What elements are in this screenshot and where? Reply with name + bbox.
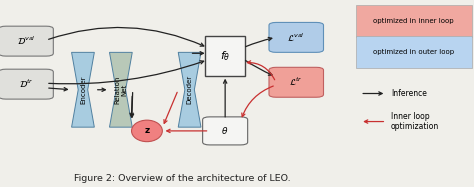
Ellipse shape (131, 120, 162, 142)
FancyBboxPatch shape (205, 36, 246, 76)
Text: optimized in outer loop: optimized in outer loop (373, 49, 454, 55)
Text: $\mathbf{z}$: $\mathbf{z}$ (144, 126, 150, 135)
FancyBboxPatch shape (0, 69, 53, 99)
Text: $\mathcal{L}^{tr}$: $\mathcal{L}^{tr}$ (289, 76, 303, 88)
Polygon shape (109, 52, 132, 127)
Text: Figure 2: Overview of the architecture of LEO.: Figure 2: Overview of the architecture o… (74, 174, 291, 183)
Polygon shape (178, 52, 201, 127)
Polygon shape (72, 52, 94, 127)
Text: $f_\theta$: $f_\theta$ (220, 49, 230, 63)
Text: Relation
Net: Relation Net (115, 76, 127, 104)
Text: Inner loop
optimization: Inner loop optimization (391, 112, 439, 131)
FancyBboxPatch shape (269, 22, 323, 52)
FancyBboxPatch shape (202, 117, 247, 145)
Text: Encoder: Encoder (80, 76, 86, 104)
FancyBboxPatch shape (269, 67, 323, 97)
Text: $\mathcal{D}^{tr}$: $\mathcal{D}^{tr}$ (18, 78, 34, 90)
Text: Inference: Inference (391, 89, 427, 98)
Text: $\mathcal{L}^{val}$: $\mathcal{L}^{val}$ (287, 31, 305, 44)
Text: $\theta$: $\theta$ (221, 125, 229, 136)
FancyBboxPatch shape (0, 26, 53, 56)
FancyBboxPatch shape (356, 5, 472, 37)
FancyBboxPatch shape (356, 36, 472, 68)
Text: optimized in inner loop: optimized in inner loop (373, 18, 454, 24)
Text: $\mathcal{D}^{val}$: $\mathcal{D}^{val}$ (17, 35, 36, 47)
Text: Decoder: Decoder (187, 75, 192, 104)
